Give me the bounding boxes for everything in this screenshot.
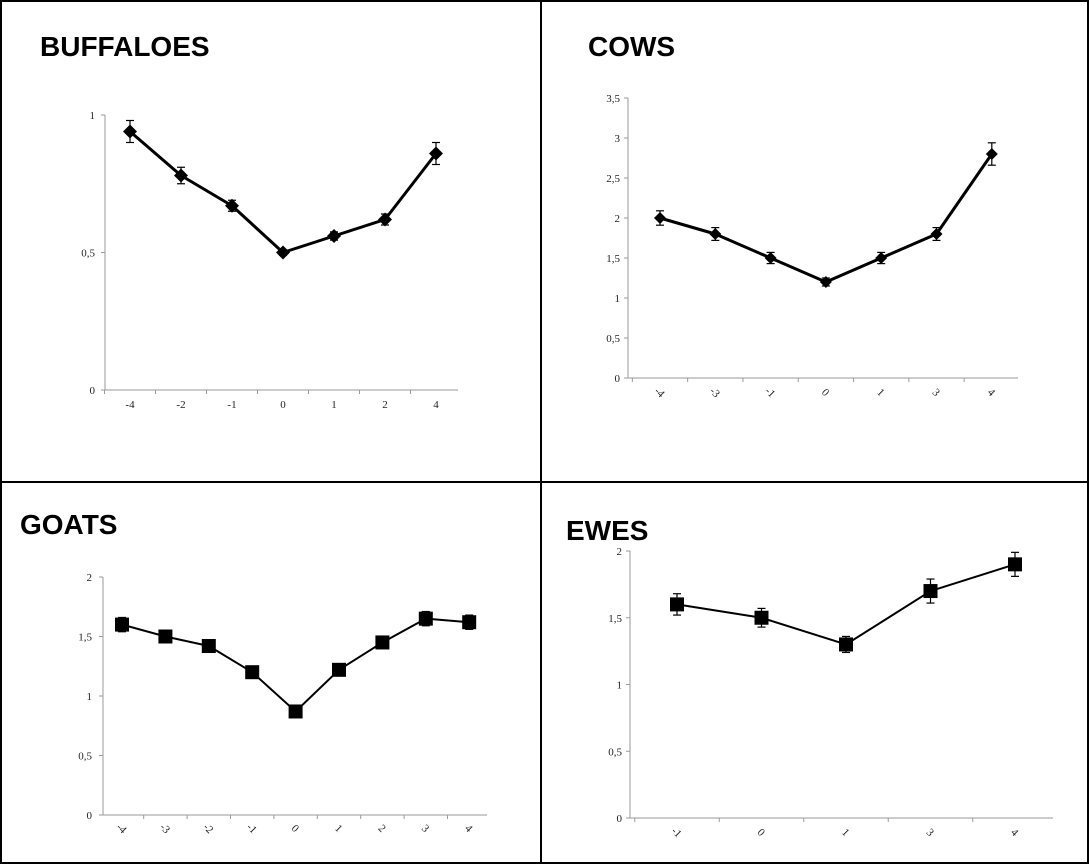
y-tick-label: 0,5 (606, 333, 620, 345)
y-tick-label: 3 (615, 133, 621, 145)
data-point (245, 665, 260, 680)
x-tick-label: -4 (652, 385, 667, 400)
data-point (225, 198, 239, 213)
y-tick-label: 1 (615, 293, 621, 305)
x-tick-label: 1 (331, 399, 337, 411)
data-point (839, 637, 853, 652)
data-point (754, 610, 769, 625)
data-point (670, 597, 684, 612)
data-point (201, 639, 216, 654)
y-tick-label: 0,5 (81, 248, 95, 260)
data-point (327, 229, 341, 243)
y-tick-label: 1,5 (78, 632, 92, 644)
y-tick-label: 2,5 (606, 173, 620, 185)
chart-buffaloes: 0 0,5 1 -4 -2 -1 0 1 2 4 (81, 110, 458, 411)
x-tick-label: 0 (755, 827, 768, 840)
y-tick-label: 0 (617, 813, 623, 825)
data-point (276, 245, 290, 260)
x-tick-label: -1 (227, 399, 236, 411)
x-tick-label: -3 (157, 821, 172, 836)
x-tick-label: -4 (125, 399, 135, 411)
data-point (875, 252, 888, 264)
y-tick-label: 1 (617, 680, 623, 692)
series-line (121, 617, 470, 713)
x-tick-label: 4 (985, 387, 998, 400)
y-tick-label: 0,5 (608, 746, 622, 758)
y-tick-label: 2 (617, 546, 623, 558)
y-tick-label: 2 (87, 572, 93, 584)
y-tick-label: 0,5 (78, 751, 92, 763)
x-tick-label: 4 (462, 823, 475, 836)
data-point (115, 617, 129, 632)
panel-title-ewes: EWES (566, 515, 648, 546)
x-tick-label: 0 (289, 823, 302, 836)
data-point (378, 212, 392, 227)
data-point (429, 146, 443, 161)
x-tick-label: 3 (930, 387, 943, 400)
series-line (676, 563, 1016, 646)
y-tick-label: 2 (615, 213, 621, 225)
y-tick-label: 0 (615, 373, 621, 385)
panel-buffaloes: BUFFALOES 0 0,5 1 -4 -2 -1 0 1 2 4 (40, 31, 458, 411)
chart-goats: 0 0,5 1 1,5 2 -4 -3 -2 -1 0 1 2 3 4 (78, 572, 487, 837)
data-point (174, 168, 188, 183)
panel-title-buffaloes: BUFFALOES (40, 31, 210, 62)
x-tick-label: -1 (669, 825, 684, 840)
x-tick-label: -3 (707, 385, 722, 400)
y-tick-label: 1,5 (608, 613, 622, 625)
x-tick-label: 0 (819, 387, 832, 400)
data-point (654, 212, 666, 224)
panel-goats: GOATS 0 0,5 1 1,5 2 -4 -3 -2 -1 0 1 2 3 4 (20, 509, 487, 837)
data-point (985, 148, 998, 160)
y-tick-label: 3,5 (606, 93, 620, 105)
data-point (819, 276, 832, 288)
y-tick-label: 1 (90, 110, 96, 122)
y-tick-label: 0 (87, 810, 93, 822)
x-tick-label: -2 (201, 821, 216, 836)
x-tick-label: -1 (762, 385, 777, 400)
data-point (930, 228, 943, 240)
x-tick-label: 2 (382, 399, 388, 411)
data-point (158, 629, 173, 644)
data-point (288, 704, 303, 719)
data-point (709, 228, 722, 240)
series-line (129, 130, 438, 254)
data-point (462, 615, 477, 630)
x-tick-label: 1 (839, 827, 851, 839)
x-tick-label: -1 (244, 821, 259, 836)
chart-cows: 0 0,5 1 1,5 2 2,5 3 3,5 -4 -3 -1 0 1 3 4 (606, 93, 1018, 401)
data-point (418, 611, 433, 626)
x-tick-label: 1 (332, 823, 344, 835)
x-tick-label: 4 (1008, 827, 1021, 840)
x-tick-label: 4 (433, 399, 439, 411)
y-tick-label: 1 (87, 691, 93, 703)
x-tick-label: 0 (280, 399, 286, 411)
data-point (375, 635, 390, 650)
panel-ewes: EWES 0 0,5 1 1,5 2 -1 0 1 3 4 (566, 515, 1053, 840)
data-point (1008, 557, 1022, 572)
x-tick-label: -2 (176, 399, 185, 411)
panel-title-goats: GOATS (20, 509, 117, 540)
x-tick-label: 1 (874, 387, 886, 399)
data-point (332, 662, 346, 677)
y-tick-label: 1,5 (606, 253, 620, 265)
series-line (659, 153, 994, 284)
y-tick-label: 0 (90, 385, 96, 397)
data-point (764, 252, 777, 264)
panel-cows: COWS 0 0,5 1 1,5 2 2,5 3 3,5 -4 -3 -1 0 1 3 4 (588, 31, 1018, 401)
x-tick-label: -4 (114, 821, 129, 836)
data-point (123, 124, 137, 139)
x-tick-label: 3 (924, 827, 937, 840)
chart-ewes: 0 0,5 1 1,5 2 -1 0 1 3 4 (608, 546, 1053, 840)
x-tick-label: 3 (419, 823, 432, 836)
data-point (923, 584, 938, 599)
x-tick-label: 2 (376, 823, 388, 835)
panel-title-cows: COWS (588, 31, 675, 62)
